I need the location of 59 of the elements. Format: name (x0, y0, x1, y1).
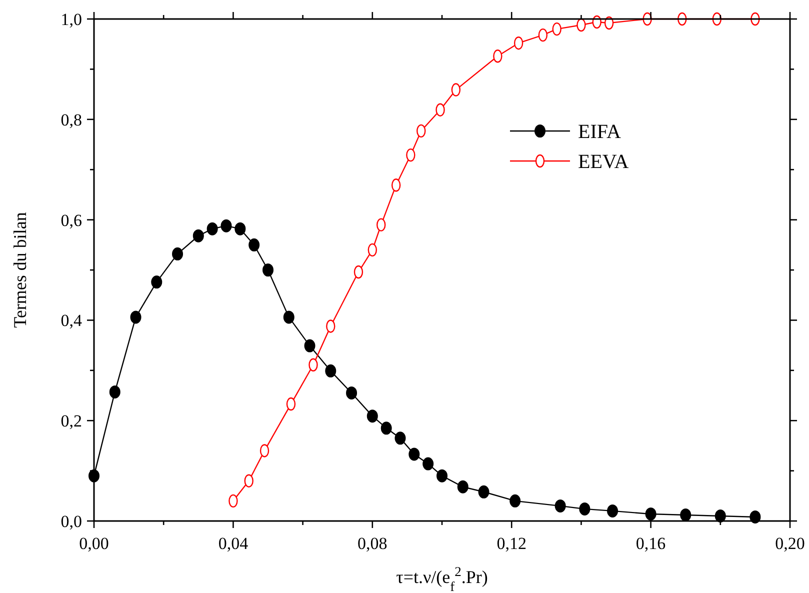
point (376, 218, 386, 232)
y-tick-label: 1,0 (60, 10, 82, 29)
point (366, 410, 378, 423)
point (478, 485, 490, 498)
point (286, 397, 296, 411)
point (326, 320, 336, 333)
point (579, 502, 590, 516)
y-tick-label: 0,6 (60, 210, 82, 230)
point (493, 50, 502, 63)
y-tick-label: 0,4 (60, 311, 82, 330)
point (714, 509, 726, 522)
x-tick-label: 0,04 (218, 534, 249, 553)
point (408, 448, 420, 461)
point (436, 469, 448, 482)
point (325, 364, 336, 378)
point (260, 444, 270, 458)
point (451, 83, 461, 96)
point (248, 238, 260, 252)
y-axis-title: Termes du bilan (10, 212, 30, 328)
point (130, 310, 142, 324)
legend-label: EIFA (578, 121, 622, 143)
x-tick-label: 0,00 (79, 534, 109, 553)
point (645, 507, 656, 520)
point (220, 219, 232, 232)
y-tick-label: 0,2 (60, 412, 82, 431)
point (172, 247, 184, 260)
point (283, 310, 294, 324)
x-tick-label: 0,08 (358, 534, 388, 553)
point (510, 494, 521, 508)
point (234, 222, 246, 236)
point (262, 264, 274, 276)
point (607, 504, 618, 518)
x-tick-label: 0,16 (636, 534, 666, 553)
point (192, 229, 204, 242)
y-tick-label: 0,0 (60, 512, 82, 531)
point (109, 385, 120, 398)
point (538, 28, 548, 42)
point (422, 457, 434, 470)
point (436, 103, 445, 116)
x-tick-label: 0,20 (775, 534, 805, 553)
point (346, 386, 358, 400)
point (380, 422, 392, 435)
point (750, 510, 761, 524)
point (354, 265, 364, 279)
legend-label: EEVA (578, 151, 630, 173)
point (514, 36, 524, 50)
x-tick-label: 0,12 (496, 534, 526, 553)
point (304, 339, 316, 352)
point (308, 358, 318, 372)
y-tick-label: 0,8 (60, 110, 82, 130)
point (206, 222, 218, 236)
point (680, 508, 692, 522)
point (244, 474, 254, 488)
point (391, 178, 401, 192)
x-axis-title: τ=t.ν/(e$_{f}$$^{2}$.Pr) (396, 564, 488, 593)
point (151, 276, 162, 289)
point (457, 480, 468, 494)
point (554, 499, 566, 512)
point (394, 432, 406, 445)
